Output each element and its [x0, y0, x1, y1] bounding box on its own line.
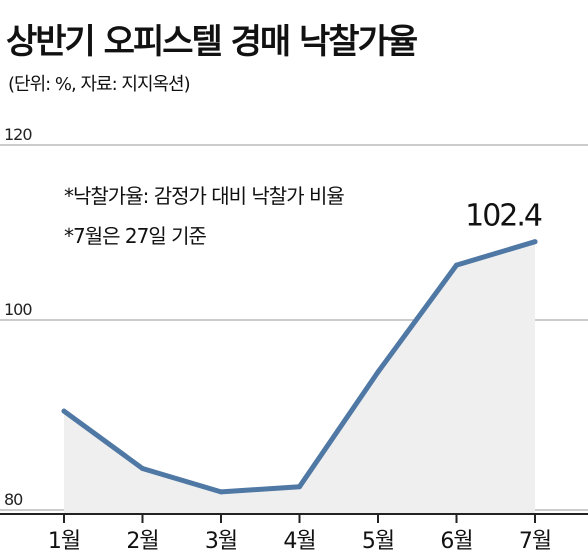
data-point [532, 239, 538, 245]
data-point [218, 489, 224, 495]
x-tick-label: 5월 [362, 529, 394, 554]
chart-note: *낙찰가율: 감정가 대비 낙찰가 비율 [64, 184, 344, 208]
y-tick-label: 100 [4, 300, 32, 319]
data-point [454, 262, 459, 268]
y-tick-label: 120 [4, 125, 32, 144]
area-fill [64, 241, 535, 514]
x-tick-label: 6월 [440, 529, 472, 554]
x-tick-label: 3월 [205, 529, 237, 554]
data-point [297, 484, 302, 490]
chart-note: *7월은 27일 기준 [64, 224, 206, 248]
data-point [375, 369, 381, 375]
x-tick-label: 4월 [283, 529, 315, 554]
x-tick-label: 7월 [519, 529, 551, 554]
chart-subtitle: (단위: %, 자료: 지지옥션) [8, 74, 191, 95]
data-point [140, 466, 145, 471]
data-label-last: 102.4 [465, 199, 542, 234]
y-tick-label: 80 [4, 490, 23, 509]
x-tick-label: 2월 [126, 529, 158, 554]
x-tick-label: 1월 [48, 529, 80, 554]
data-point [61, 408, 67, 414]
chart-title: 상반기 오피스텔 경매 낙찰가율 [6, 22, 418, 62]
